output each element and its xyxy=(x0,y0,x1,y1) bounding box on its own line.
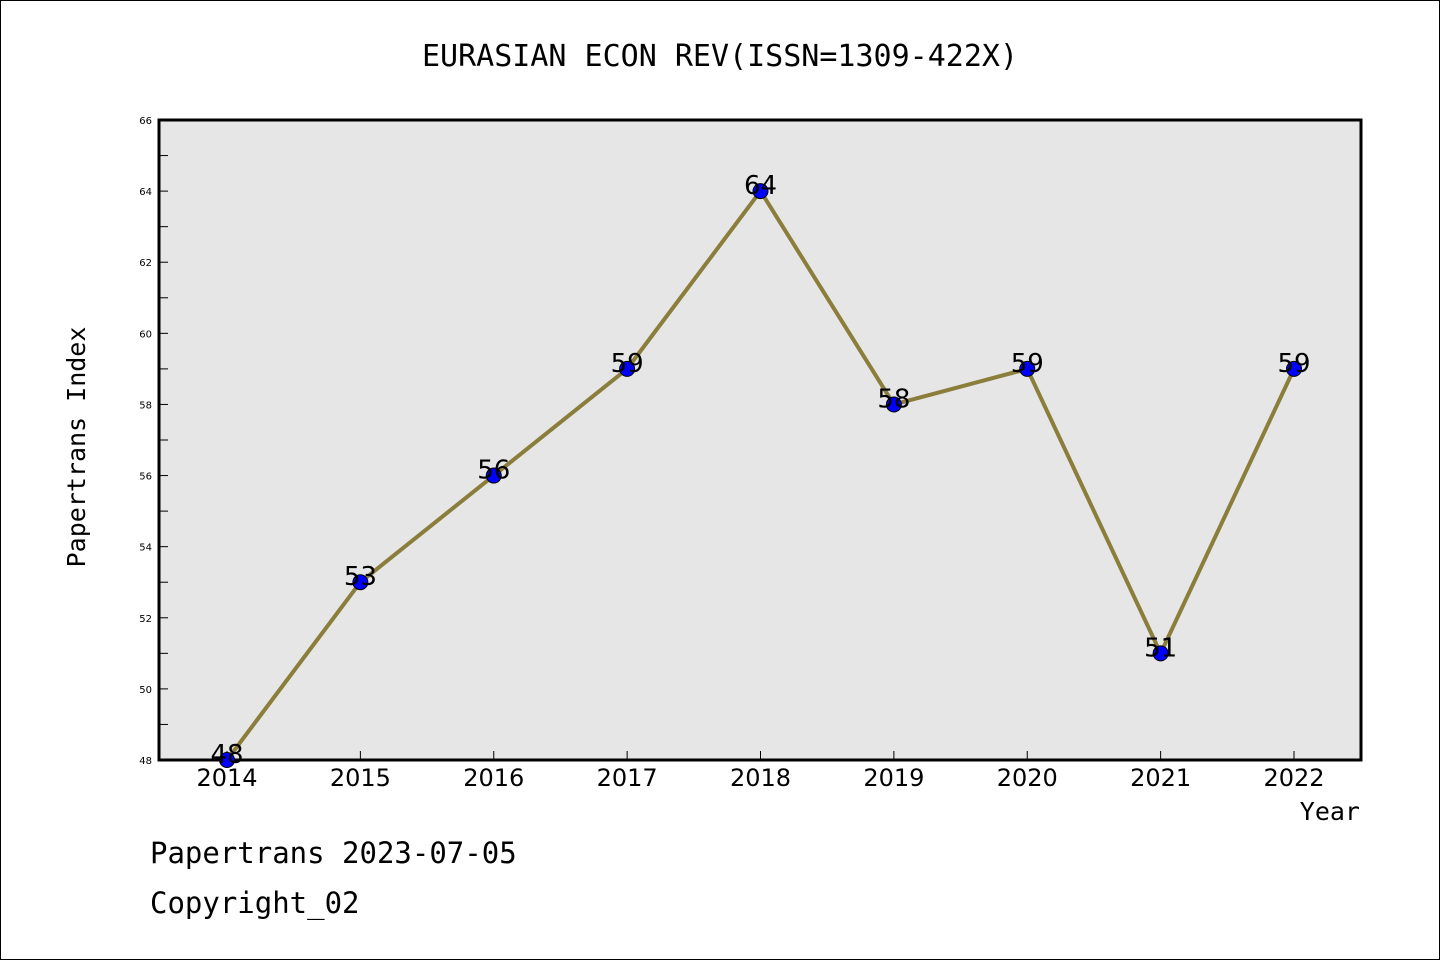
series-markers xyxy=(219,183,1302,768)
y-axis-label: Papertrans Index xyxy=(62,327,91,568)
data-label: 64 xyxy=(744,171,777,201)
data-point xyxy=(885,396,902,413)
data-point xyxy=(1019,360,1036,377)
y-tick-label: 64 xyxy=(139,187,152,198)
data-label: 59 xyxy=(611,349,644,379)
y-tick-label: 66 xyxy=(139,116,152,127)
x-tick-label: 2016 xyxy=(463,764,524,792)
x-tick-label: 2020 xyxy=(997,764,1058,792)
footer-date: Papertrans 2023-07-05 xyxy=(150,836,517,870)
data-point xyxy=(485,467,502,484)
x-tick-label: 2018 xyxy=(730,764,791,792)
y-tick-label: 50 xyxy=(139,685,152,696)
y-tick-label: 48 xyxy=(139,756,152,767)
x-axis: 2014 2015 2016 2017 2018 2019 2020 2021 2022 xyxy=(196,751,1325,792)
y-tick-label: 62 xyxy=(139,258,152,269)
x-tick-label: 2021 xyxy=(1130,764,1191,792)
y-tick-label: 58 xyxy=(139,400,152,411)
data-point xyxy=(752,183,769,200)
data-labels: 48 53 56 59 64 58 59 51 59 xyxy=(210,171,1310,770)
data-label: 56 xyxy=(477,456,510,486)
data-label: 53 xyxy=(344,562,377,592)
data-label: 58 xyxy=(877,384,910,414)
footer-copyright: Copyright_02 xyxy=(150,886,360,920)
y-tick-label: 60 xyxy=(139,329,152,340)
plot-area xyxy=(157,118,1363,762)
data-label: 59 xyxy=(1277,349,1310,379)
data-label: 59 xyxy=(1011,349,1044,379)
data-point xyxy=(1152,645,1169,662)
x-axis-label: Year xyxy=(1300,797,1360,826)
data-label: 51 xyxy=(1144,633,1177,663)
data-point xyxy=(619,360,636,377)
y-tick-label: 56 xyxy=(139,472,152,483)
x-tick-label: 2019 xyxy=(863,764,924,792)
data-point xyxy=(352,574,369,591)
chart-title: EURASIAN ECON REV(ISSN=1309-422X) xyxy=(422,39,1018,74)
y-tick-label: 52 xyxy=(139,614,152,625)
x-tick-label: 2015 xyxy=(330,764,391,792)
y-tick-label: 54 xyxy=(139,543,152,554)
x-tick-label: 2022 xyxy=(1263,764,1324,792)
data-point xyxy=(219,752,235,768)
x-tick-label: 2017 xyxy=(597,764,658,792)
x-tick-label: 2014 xyxy=(196,764,257,792)
data-point xyxy=(1286,360,1302,377)
data-label: 48 xyxy=(210,740,243,770)
y-axis: 48 50 52 54 56 58 60 62 64 66 xyxy=(139,116,168,767)
